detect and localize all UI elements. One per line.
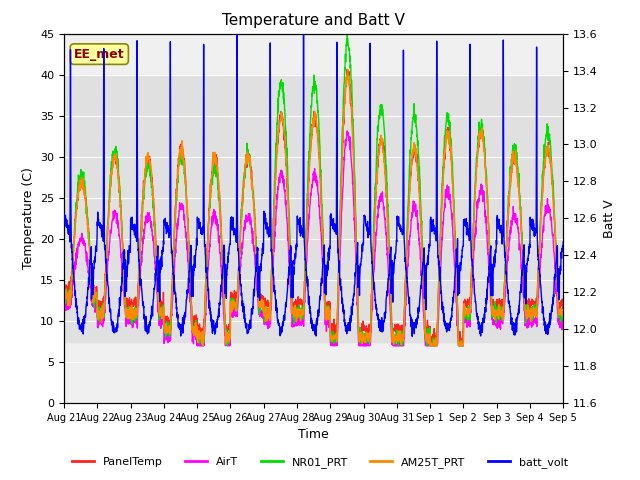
Bar [64, 75, 563, 342]
Y-axis label: Temperature (C): Temperature (C) [22, 168, 35, 269]
Text: EE_met: EE_met [74, 48, 125, 60]
Legend: PanelTemp, AirT, NR01_PRT, AM25T_PRT, batt_volt: PanelTemp, AirT, NR01_PRT, AM25T_PRT, ba… [68, 452, 572, 472]
Y-axis label: Batt V: Batt V [604, 199, 616, 238]
X-axis label: Time: Time [298, 429, 329, 442]
Title: Temperature and Batt V: Temperature and Batt V [222, 13, 405, 28]
